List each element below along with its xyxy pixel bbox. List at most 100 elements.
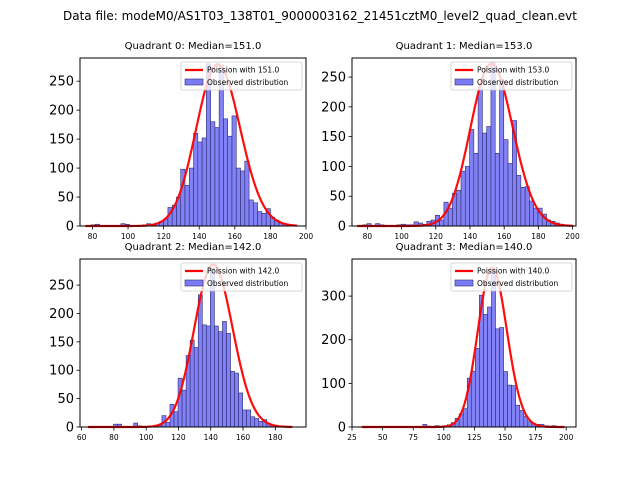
histogram-bar [460,170,466,227]
x-tick-label: 120 [429,232,444,241]
histogram-bar [475,348,480,428]
histogram-bar [218,331,223,428]
histogram-bar [201,137,207,227]
y-tick-label: 0 [66,220,74,235]
x-tick-label: 200 [559,433,574,442]
histogram-bar [486,126,492,227]
x-tick-label: 100 [437,433,452,442]
legend-bar-swatch [454,279,474,287]
axes-frame [79,258,307,428]
legend-box [180,61,303,91]
histogram-bar [469,129,475,227]
histogram-bar [516,175,522,227]
histogram-bar [214,127,220,227]
legend-label-observed: Observed distribution [477,78,558,87]
x-tick-label: 150 [498,433,513,442]
quadrant-2-title: Quadrant 2: Median=142.0 [125,242,262,253]
axes-frame [351,258,577,428]
y-tick-label: 200 [49,307,74,322]
y-tick-label: 200 [321,333,346,348]
histogram-bar [210,121,216,227]
histogram-bar [470,370,476,428]
x-tick-label: 80 [109,433,119,442]
x-tick-label: 200 [299,232,314,241]
x-tick-label: 100 [139,433,154,442]
histogram-bar [258,421,264,428]
histogram-bar [210,267,215,428]
x-tick-label: 175 [528,433,543,442]
y-tick-label: 100 [49,364,74,379]
histogram-bar [519,410,525,428]
histogram-bar [181,389,187,428]
histogram-bar [447,207,453,227]
legend: Poission with 153.0 Observed distribution [450,61,573,91]
quadrant-3-title: Quadrant 3: Median=140.0 [396,242,533,253]
histogram-bar [235,167,241,227]
histogram-bars [86,63,297,227]
histogram-bar [223,118,229,227]
x-tick-label: 80 [363,232,373,241]
y-tick-label: 250 [49,75,74,90]
histogram-bar [483,314,488,428]
histogram-bar [230,371,235,428]
histogram-bar [499,79,505,227]
y-tick-label: 200 [49,104,74,119]
legend-label-poisson: Poission with 151.0 [207,66,280,75]
axes-frame [79,57,307,227]
y-tick-label: 250 [49,279,74,294]
y-tick-label: 0 [338,421,346,436]
y-tick-label: 150 [321,130,346,145]
histogram-bar [533,207,539,227]
legend-label-observed: Observed distribution [207,78,288,87]
x-tick-label: 140 [192,232,207,241]
y-tick-label: 50 [57,392,74,407]
x-tick-label: 100 [121,232,136,241]
y-tick-label: 50 [57,191,74,206]
legend: Poission with 151.0 Observed distribution [180,61,303,91]
y-tick-label: 0 [66,421,74,436]
histogram-bar [234,372,239,428]
histogram-bar [193,347,199,428]
histogram-bar [487,306,492,428]
x-tick-label: 160 [228,232,243,241]
legend-box [450,262,573,292]
legend-box [180,262,303,292]
legend-box [450,61,573,91]
legend-label-poisson: Poission with 153.0 [477,66,550,75]
histogram-bar [250,416,256,428]
x-tick-label: 180 [268,433,283,442]
x-tick-label: 125 [467,433,482,442]
axes-frame [351,57,577,227]
quadrant-0-panel: Quadrant 0: Median=151.0 0 50 100 150 200 250… [49,41,313,241]
y-tick-label: 100 [321,377,346,392]
histogram-bar [173,411,179,428]
histogram-bar [201,324,207,428]
histogram-bar [511,385,517,428]
histogram-bar [491,269,496,428]
legend: Poission with 140.0 Observed distribution [450,262,573,292]
x-tick-label: 60 [77,433,87,442]
histogram-bar [261,212,267,227]
y-tick-label: 0 [338,220,346,235]
histogram-bar [495,328,500,428]
x-tick-label: 200 [565,232,580,241]
y-tick-label: 300 [321,290,346,305]
x-tick-label: 80 [88,232,98,241]
histogram-bar [254,418,260,428]
histogram-bar [464,166,470,227]
histogram-bar [193,133,199,227]
y-tick-label: 50 [329,190,346,205]
histogram-bar [499,327,504,428]
histogram-bar [238,392,243,428]
histogram-bar [184,185,190,227]
histogram-bar [189,339,195,428]
y-tick-label: 150 [49,335,74,350]
x-tick-label: 50 [378,433,388,442]
histogram-bar [507,384,512,428]
y-tick-label: 100 [321,160,346,175]
histogram-bar [462,408,468,428]
histogram-bar [242,409,247,428]
histogram-bar [503,139,509,227]
legend-bar-swatch [184,279,204,287]
